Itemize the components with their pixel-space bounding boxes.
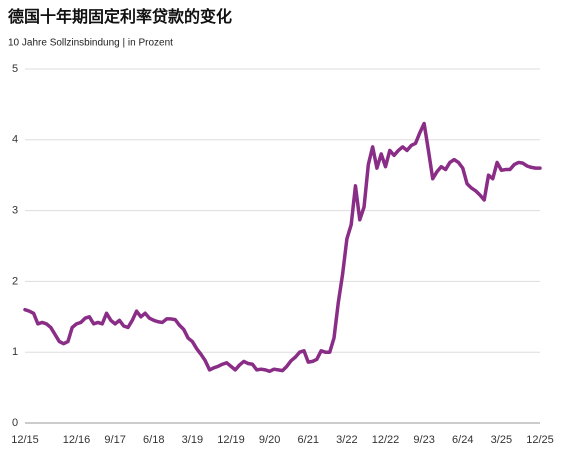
y-tick-label: 0 — [12, 417, 18, 429]
x-tick-label: 12/22 — [372, 434, 400, 446]
data-line — [23, 121, 542, 374]
y-tick-label: 5 — [12, 63, 18, 75]
chart-subtitle: 10 Jahre Sollzinsbindung | in Prozent — [8, 38, 173, 49]
x-tick-label: 3/19 — [182, 434, 203, 446]
x-tick-label: 12/16 — [63, 434, 91, 446]
y-tick-label: 3 — [12, 205, 18, 217]
x-tick-label: 12/15 — [11, 434, 39, 446]
x-tick-label: 12/19 — [217, 434, 245, 446]
x-tick-label: 9/17 — [104, 434, 125, 446]
y-tick-label: 2 — [12, 275, 18, 287]
chart-title: 德国十年期固定利率贷款的变化 — [8, 7, 232, 26]
x-tick-label: 3/22 — [336, 434, 357, 446]
x-tick-label: 3/25 — [491, 434, 512, 446]
y-tick-label: 4 — [12, 134, 18, 146]
x-tick-label: 6/18 — [143, 434, 164, 446]
x-tick-label: 6/21 — [298, 434, 319, 446]
y-tick-label: 1 — [12, 346, 18, 358]
x-tick-label: 6/24 — [452, 434, 473, 446]
x-tick-label: 9/20 — [259, 434, 280, 446]
x-tick-label: 12/25 — [526, 434, 554, 446]
x-tick-label: 9/23 — [413, 434, 434, 446]
